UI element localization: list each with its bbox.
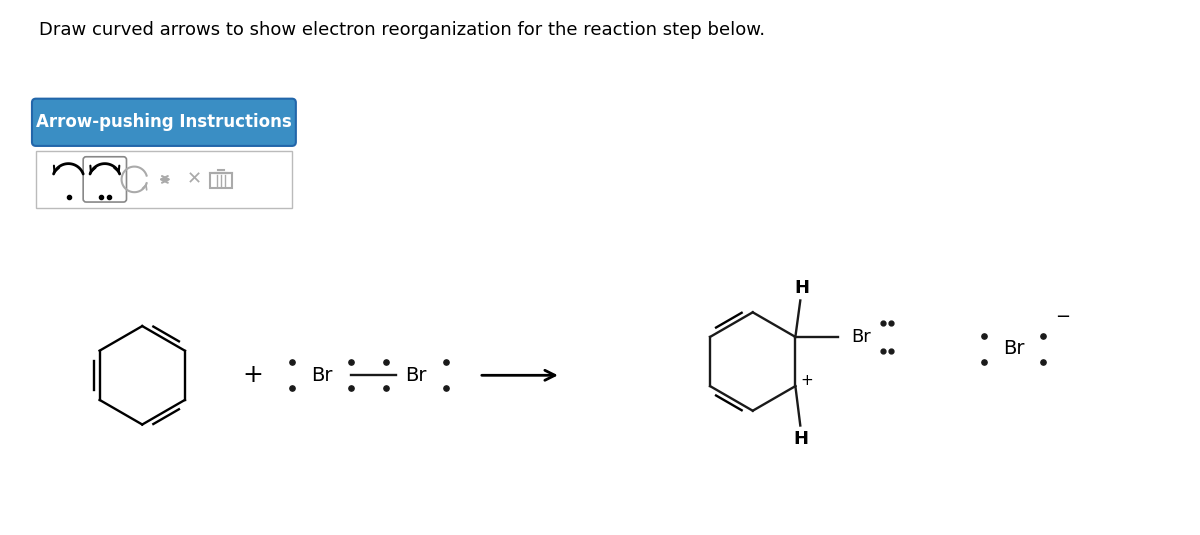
Text: +: + [800, 373, 814, 388]
Text: Br: Br [406, 366, 427, 385]
Text: Br: Br [1003, 339, 1025, 358]
Text: ✕: ✕ [187, 170, 202, 188]
Text: −: − [1055, 308, 1070, 326]
Text: Draw curved arrows to show electron reorganization for the reaction step below.: Draw curved arrows to show electron reor… [38, 21, 764, 39]
Text: +: + [242, 363, 263, 387]
FancyBboxPatch shape [83, 157, 126, 202]
FancyBboxPatch shape [32, 98, 296, 146]
Text: Br: Br [852, 328, 871, 346]
Text: Arrow-pushing Instructions: Arrow-pushing Instructions [36, 113, 292, 131]
Text: H: H [793, 430, 809, 448]
FancyBboxPatch shape [36, 151, 292, 208]
Text: H: H [794, 279, 810, 297]
Text: Br: Br [311, 366, 332, 385]
